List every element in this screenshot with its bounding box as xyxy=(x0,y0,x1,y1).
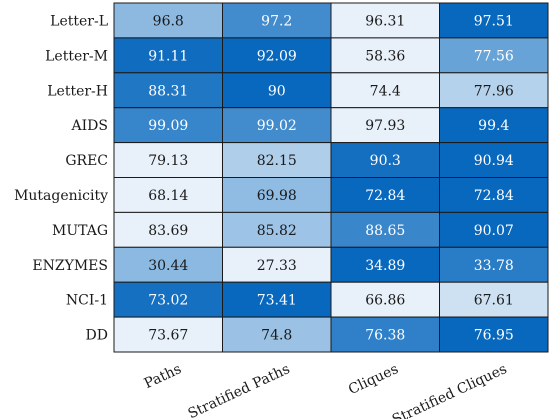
cell-value-label: 79.13 xyxy=(148,153,188,169)
heatmap-cell xyxy=(439,281,549,318)
cell-value-label: 27.33 xyxy=(257,258,297,274)
heatmap-cell xyxy=(113,177,223,213)
row-label: GREC xyxy=(65,153,108,169)
heatmap-cell xyxy=(330,246,440,283)
heatmap-cells xyxy=(113,2,549,353)
cell-value-label: 82.15 xyxy=(257,153,297,169)
heatmap-cell xyxy=(330,177,440,213)
cell-value-label: 97.93 xyxy=(365,118,405,134)
heatmap-cell xyxy=(439,177,549,213)
cell-value-label: 73.41 xyxy=(257,293,297,309)
heatmap-cell xyxy=(439,316,549,353)
cell-value-label: 66.86 xyxy=(365,293,405,309)
cell-value-label: 77.96 xyxy=(474,83,514,99)
cell-value-label: 74.8 xyxy=(261,328,292,344)
cell-value-label: 90.94 xyxy=(474,153,514,169)
cell-value-label: 69.98 xyxy=(257,188,297,204)
heatmap-cell xyxy=(222,72,332,109)
row-label: Mutagenicity xyxy=(14,188,108,204)
row-label: DD xyxy=(86,328,108,344)
cell-value-label: 99.09 xyxy=(148,118,188,134)
heatmap-cell xyxy=(439,72,549,109)
cell-value-label: 34.89 xyxy=(365,258,405,274)
cell-value-label: 99.02 xyxy=(257,118,297,134)
heatmap-cell xyxy=(113,316,223,353)
cell-value-label: 90.07 xyxy=(474,223,514,239)
heatmap-cell xyxy=(439,107,549,144)
heatmap-cell xyxy=(330,2,440,39)
cell-value-label: 92.09 xyxy=(257,48,297,64)
cell-value-label: 76.95 xyxy=(474,328,514,344)
row-label: MUTAG xyxy=(52,223,108,239)
heatmap-cell xyxy=(330,142,440,179)
cell-value-label: 96.31 xyxy=(365,13,405,29)
cell-value-label: 58.36 xyxy=(365,48,405,64)
cell-value-label: 30.44 xyxy=(148,258,188,274)
heatmap-cell xyxy=(222,107,332,144)
cell-value-label: 88.31 xyxy=(148,83,188,99)
heatmap-cell xyxy=(222,142,332,179)
cell-value-label: 97.2 xyxy=(261,13,292,29)
cell-value-label: 68.14 xyxy=(148,188,188,204)
cell-value-label: 67.61 xyxy=(474,293,514,309)
row-label: ENZYMES xyxy=(32,258,108,274)
heatmap-cell xyxy=(439,211,549,248)
heatmap-cell xyxy=(113,211,223,248)
cell-value-label: 90.3 xyxy=(370,153,401,169)
row-labels: Letter-L Letter-M Letter-H AIDS GREC Mutageni… xyxy=(14,13,108,343)
cell-value-label: 96.8 xyxy=(153,13,184,29)
heatmap-cell xyxy=(222,177,332,213)
heatmap-cell xyxy=(330,316,440,353)
column-label: Stratified Paths xyxy=(186,361,293,419)
cell-value-label: 85.82 xyxy=(257,223,297,239)
row-label: Letter-L xyxy=(50,13,108,29)
row-label: NCI-1 xyxy=(66,293,108,309)
cell-value-label: 33.78 xyxy=(474,258,514,274)
cell-value-label: 77.56 xyxy=(474,48,514,64)
heatmap-cell xyxy=(222,37,332,74)
row-label: Letter-M xyxy=(45,48,108,64)
heatmap-cell xyxy=(113,142,223,179)
cell-value-label: 99.4 xyxy=(478,118,509,134)
cell-value-label: 72.84 xyxy=(365,188,405,204)
cell-value-labels: 96.8 97.2 96.31 97.51 91.11 92.09 58.36 77.56 88… xyxy=(148,13,514,343)
column-label: Cliques xyxy=(346,361,401,398)
cell-value-label: 74.4 xyxy=(370,83,401,99)
cell-value-label: 88.65 xyxy=(365,223,405,239)
row-label: AIDS xyxy=(71,118,108,134)
column-label: Paths xyxy=(142,361,184,392)
cell-value-label: 76.38 xyxy=(365,328,405,344)
heatmap-cell xyxy=(439,37,549,74)
column-label: Stratified Cliques xyxy=(390,361,510,419)
heatmap-cell xyxy=(222,316,332,353)
cell-value-label: 97.51 xyxy=(474,13,514,29)
cell-value-label: 72.84 xyxy=(474,188,514,204)
heatmap-cell xyxy=(113,2,223,39)
cell-value-label: 73.02 xyxy=(148,293,188,309)
heatmap-cell xyxy=(113,246,223,283)
cell-value-label: 83.69 xyxy=(148,223,188,239)
cell-value-label: 91.11 xyxy=(148,48,188,64)
heatmap-cell xyxy=(439,142,549,179)
cell-value-label: 73.67 xyxy=(148,328,188,344)
heatmap-cell xyxy=(439,2,549,39)
row-label: Letter-H xyxy=(47,83,108,99)
heatmap-cell xyxy=(330,211,440,248)
cell-value-label: 90 xyxy=(268,83,286,99)
heatmap-cell xyxy=(222,2,332,39)
